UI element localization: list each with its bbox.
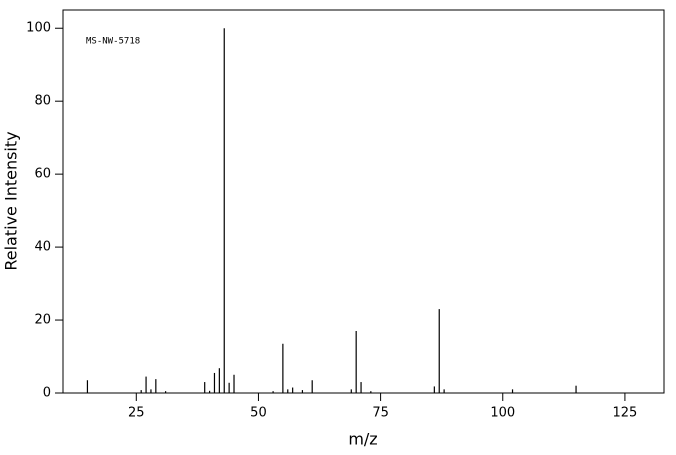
plot-frame — [62, 9, 665, 394]
x-tick-label: 50 — [250, 406, 267, 421]
y-tick-label: 60 — [34, 167, 51, 182]
y-tick-label: 0 — [43, 386, 51, 401]
x-tick-label: 100 — [490, 406, 515, 421]
y-tick-label: 40 — [34, 240, 51, 255]
y-tick-label: 80 — [34, 94, 51, 109]
annotation: MS-NW-5718 — [86, 37, 140, 47]
y-tick-label: 20 — [34, 313, 51, 328]
x-tick-label: 25 — [128, 406, 145, 421]
x-axis-label: m/z — [348, 430, 377, 449]
y-tick-label: 100 — [26, 21, 51, 36]
x-tick-label: 125 — [612, 406, 637, 421]
x-tick-label: 75 — [372, 406, 389, 421]
y-axis-label: Relative Intensity — [2, 131, 21, 270]
